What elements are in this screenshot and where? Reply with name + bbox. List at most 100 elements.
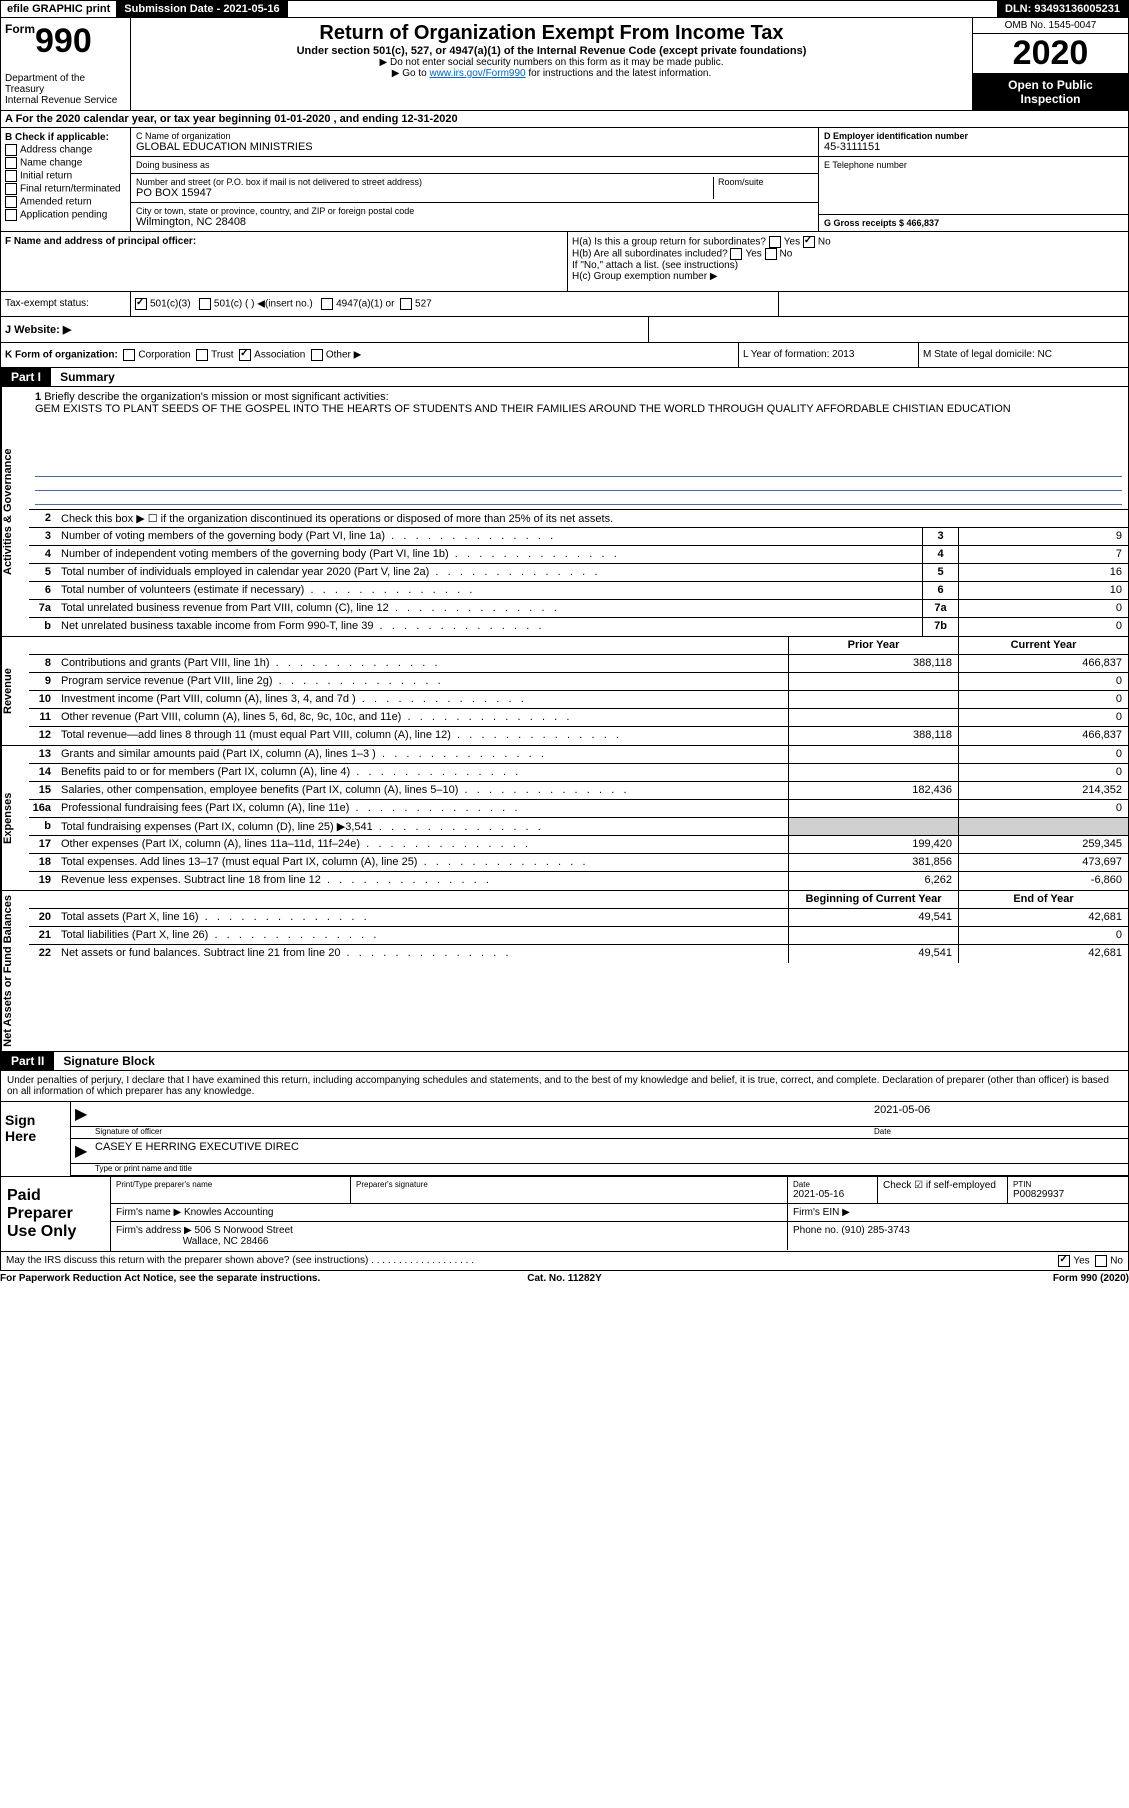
net-header: Beginning of Current Year End of Year [29,891,1128,909]
section-b-to-g: B Check if applicable: Address change Na… [0,128,1129,232]
chk-4947[interactable] [321,298,333,310]
firm-phone: Phone no. (910) 285-3743 [793,1225,910,1236]
firm-addr2: Wallace, NC 28466 [183,1236,269,1247]
firm-addr1: 506 S Norwood Street [195,1225,293,1236]
chk-address-change[interactable]: Address change [5,144,126,156]
chk-initial-return[interactable]: Initial return [5,170,126,182]
table-row: 12Total revenue—add lines 8 through 11 (… [29,727,1128,745]
h-b: H(b) Are all subordinates included? Yes … [572,248,1124,260]
table-row: 5Total number of individuals employed in… [29,564,1128,582]
table-row: 4Number of independent voting members of… [29,546,1128,564]
vtab-revenue: Revenue [1,637,29,745]
efile-label[interactable]: efile GRAPHIC print [1,1,116,17]
irs-yes[interactable] [1058,1255,1070,1267]
chk-corp[interactable] [123,349,135,361]
form-header: Form990 Department of the Treasury Inter… [0,18,1129,111]
part-1-header: Part I Summary [0,368,1129,387]
vtab-net-assets: Net Assets or Fund Balances [1,891,29,1051]
open-to-public: Open to Public Inspection [973,74,1128,110]
submission-date: Submission Date - 2021-05-16 [116,1,287,17]
section-revenue: Revenue Prior Year Current Year 8Contrib… [0,637,1129,746]
table-row: 22Net assets or fund balances. Subtract … [29,945,1128,963]
arrow-icon: ▶ [75,1141,95,1161]
rev-header: Prior Year Current Year [29,637,1128,655]
section-net-assets: Net Assets or Fund Balances Beginning of… [0,891,1129,1052]
chk-self-employed[interactable]: Check ☑ if self-employed [883,1180,996,1191]
officer-signature[interactable] [95,1104,874,1124]
topbar: efile GRAPHIC print Submission Date - 20… [0,0,1129,18]
firm-name: Knowles Accounting [184,1207,274,1218]
table-row: 6Total number of volunteers (estimate if… [29,582,1128,600]
dln: DLN: 93493136005231 [997,1,1128,17]
chk-application-pending[interactable]: Application pending [5,209,126,221]
table-row: 7aTotal unrelated business revenue from … [29,600,1128,618]
table-row: 18Total expenses. Add lines 13–17 (must … [29,854,1128,872]
table-row: 19Revenue less expenses. Subtract line 1… [29,872,1128,890]
form-number: Form990 [5,22,126,61]
vtab-expenses: Expenses [1,746,29,890]
table-row: 3Number of voting members of the governi… [29,528,1128,546]
org-city: Wilmington, NC 28408 [136,216,813,228]
chk-501c[interactable] [199,298,211,310]
table-row: 17Other expenses (Part IX, column (A), l… [29,836,1128,854]
mission-block: 1 Briefly describe the organization's mi… [29,387,1128,510]
section-governance: Activities & Governance 1 Briefly descri… [0,387,1129,637]
table-row: 16aProfessional fundraising fees (Part I… [29,800,1128,818]
table-row: 21Total liabilities (Part X, line 26)0 [29,927,1128,945]
chk-name-change[interactable]: Name change [5,157,126,169]
sign-here-label: Sign Here [1,1102,71,1176]
chk-527[interactable] [400,298,412,310]
form-title: Return of Organization Exempt From Incom… [139,22,964,45]
chk-assoc[interactable] [239,349,251,361]
section-i-tax-exempt: Tax-exempt status: 501(c)(3) 501(c) ( ) … [0,292,1129,317]
table-row: 9Program service revenue (Part VIII, lin… [29,673,1128,691]
org-address: PO BOX 15947 [136,187,713,199]
hb-yes[interactable] [730,248,742,260]
hb-no[interactable] [765,248,777,260]
table-row: 13Grants and similar amounts paid (Part … [29,746,1128,764]
sign-date: 2021-05-06 [874,1104,1124,1124]
org-name: GLOBAL EDUCATION MINISTRIES [136,141,813,153]
dept-treasury: Department of the Treasury Internal Reve… [5,73,126,106]
chk-other[interactable] [311,349,323,361]
instructions-hint: ▶ Go to www.irs.gov/Form990 for instruct… [139,68,964,79]
omb-number: OMB No. 1545-0047 [973,18,1128,34]
section-c: C Name of organization GLOBAL EDUCATION … [131,128,818,231]
irs-no[interactable] [1095,1255,1107,1267]
paid-preparer-label: Paid Preparer Use Only [1,1177,111,1251]
preparer-block: Paid Preparer Use Only Print/Type prepar… [0,1177,1129,1252]
part-2-header: Part II Signature Block [0,1052,1129,1071]
irs-discuss-row: May the IRS discuss this return with the… [0,1252,1129,1271]
year-formation: L Year of formation: 2013 [738,343,918,367]
prep-date: 2021-05-16 [793,1189,844,1200]
table-row: 15Salaries, other compensation, employee… [29,782,1128,800]
state-domicile: M State of legal domicile: NC [918,343,1128,367]
mission-text: GEM EXISTS TO PLANT SEEDS OF THE GOSPEL … [35,403,1122,463]
chk-trust[interactable] [196,349,208,361]
line-2: 2 Check this box ▶ ☐ if the organization… [29,510,1128,528]
signature-block: Under penalties of perjury, I declare th… [0,1071,1129,1177]
gross-receipts: G Gross receipts $ 466,837 [824,218,1123,228]
form-subtitle: Under section 501(c), 527, or 4947(a)(1)… [139,45,964,57]
ha-yes[interactable] [769,236,781,248]
ssn-hint: ▶ Do not enter social security numbers o… [139,57,964,68]
table-row: bNet unrelated business taxable income f… [29,618,1128,636]
chk-501c3[interactable] [135,298,147,310]
h-c: H(c) Group exemption number ▶ [572,271,1124,282]
table-row: 10Investment income (Part VIII, column (… [29,691,1128,709]
ptin: P00829937 [1013,1189,1064,1200]
instructions-link[interactable]: www.irs.gov/Form990 [429,68,525,79]
chk-amended-return[interactable]: Amended return [5,196,126,208]
h-a: H(a) Is this a group return for subordin… [572,236,1124,248]
ein: 45-3111151 [824,141,1123,153]
section-d-e-g: D Employer identification number 45-3111… [818,128,1128,231]
table-row: 14Benefits paid to or for members (Part … [29,764,1128,782]
table-row: 20Total assets (Part X, line 16)49,54142… [29,909,1128,927]
chk-final-return[interactable]: Final return/terminated [5,183,126,195]
ha-no[interactable] [803,236,815,248]
line-a: A For the 2020 calendar year, or tax yea… [0,111,1129,128]
table-row: bTotal fundraising expenses (Part IX, co… [29,818,1128,836]
section-f-h: F Name and address of principal officer:… [0,232,1129,292]
arrow-icon: ▶ [75,1104,95,1124]
vtab-governance: Activities & Governance [1,387,29,636]
